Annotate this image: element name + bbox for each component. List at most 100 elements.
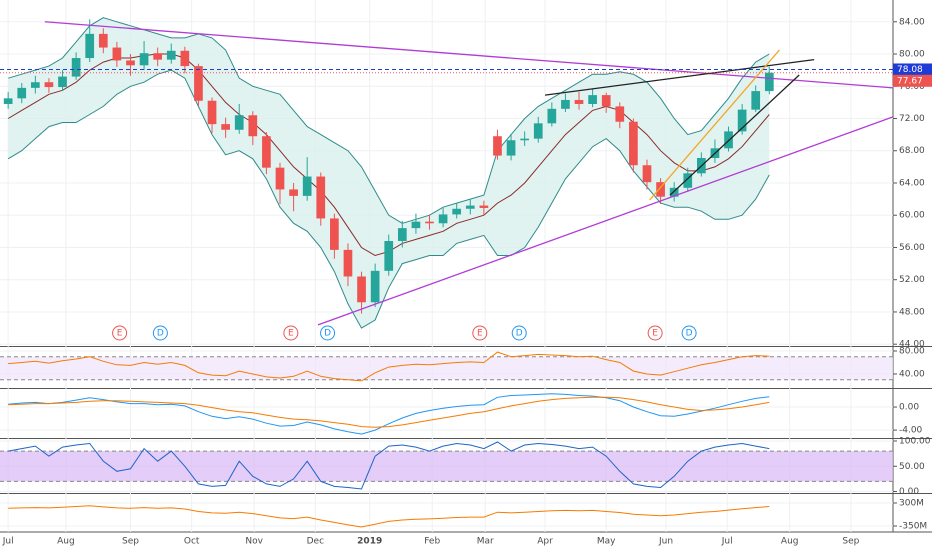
candle-body	[438, 214, 448, 224]
y-tick-label: 50.00	[899, 462, 925, 472]
event-marker	[112, 325, 128, 341]
candle-body	[656, 182, 665, 197]
candle-body	[262, 136, 271, 168]
candle-body	[139, 53, 149, 66]
x-tick-label: Feb	[424, 537, 440, 547]
x-tick-label: 2019	[357, 537, 382, 547]
y-tick-label: 60.00	[899, 211, 925, 221]
y-tick-label: -4.00	[899, 426, 923, 436]
trendline	[317, 116, 894, 326]
x-tick-label: Dec	[307, 537, 324, 547]
trendline	[544, 59, 815, 96]
candle-body	[71, 58, 81, 77]
candle-body	[289, 189, 298, 196]
candle-body	[330, 218, 339, 250]
y-tick-label: 40.00	[899, 369, 925, 379]
candle-body	[561, 99, 570, 109]
x-tick-label: Oct	[184, 537, 200, 547]
event-label: E	[652, 329, 658, 339]
candle-body	[547, 108, 557, 124]
candle-body	[669, 187, 679, 197]
x-tick-label: Sep	[122, 537, 139, 547]
candle-body	[58, 76, 67, 88]
y-tick-label: 0.00	[899, 403, 919, 413]
event-marker	[320, 325, 336, 341]
candle-body	[493, 136, 502, 156]
candle-body	[520, 138, 530, 141]
candle-body	[506, 140, 516, 156]
candle-body	[3, 98, 13, 104]
band-lower	[7, 69, 770, 329]
x-tick-label: Apr	[537, 537, 553, 547]
candle-body	[302, 176, 312, 196]
x-tick-label: Aug	[781, 537, 799, 547]
candle-body	[112, 47, 122, 61]
event-marker	[511, 325, 527, 341]
y-tick-label: 48.00	[899, 307, 925, 317]
candle-body	[683, 173, 693, 188]
candle-body	[17, 87, 27, 99]
candle-body	[221, 124, 230, 130]
y-tick-label: 0.00	[899, 487, 919, 497]
candle-body	[615, 106, 625, 122]
event-marker	[283, 325, 299, 341]
event-label: D	[324, 329, 331, 339]
trendline	[649, 49, 780, 201]
candle-body	[574, 99, 584, 104]
indicator-line	[8, 396, 770, 428]
candle-body	[153, 53, 163, 60]
candle-body	[425, 221, 434, 224]
candle-body	[533, 123, 543, 139]
y-tick-label: 300M	[899, 498, 924, 508]
candle-body	[98, 33, 108, 48]
y-tick-label: 68.00	[899, 146, 925, 156]
y-tick-label: 100.00	[899, 437, 931, 447]
candle-body	[126, 60, 135, 66]
candle-body	[751, 91, 761, 110]
event-label: E	[117, 329, 123, 339]
candle-body	[370, 270, 380, 303]
candle-body	[452, 208, 462, 215]
y-tick-label: 80.00	[899, 50, 925, 60]
candle-body	[629, 121, 638, 166]
price-label-bg	[893, 74, 932, 87]
event-marker	[472, 325, 488, 341]
band-fill	[0, 356, 893, 380]
candle-body	[397, 228, 407, 242]
band-upper	[8, 17, 770, 224]
candle-body	[601, 95, 611, 107]
event-label: D	[516, 329, 523, 339]
indicator-line	[8, 441, 770, 490]
candle-body	[234, 115, 244, 130]
event-marker	[647, 325, 663, 341]
trendline	[44, 21, 894, 89]
indicator-line	[8, 505, 770, 528]
x-tick-label: Aug	[57, 537, 75, 547]
indicator-line	[8, 351, 770, 382]
price-label: 77.67	[897, 76, 923, 86]
price-label-bg	[893, 63, 932, 76]
event-label: E	[477, 329, 483, 339]
candle-body	[411, 221, 421, 229]
event-label: E	[288, 329, 294, 339]
x-tick-label: Jul	[721, 537, 733, 547]
candle-body	[465, 205, 475, 209]
x-tick-label: Sep	[842, 537, 859, 547]
candle-body	[642, 165, 652, 183]
candle-body	[194, 66, 203, 101]
y-tick-label: 56.00	[899, 243, 925, 253]
y-tick-label: 52.00	[899, 275, 925, 285]
y-tick-label: 72.00	[899, 114, 925, 124]
indicator-line	[8, 393, 770, 435]
candle-body	[85, 33, 95, 59]
y-tick-label: -350M	[899, 521, 927, 531]
y-tick-label: 44.00	[899, 340, 925, 350]
y-tick-label: 64.00	[899, 178, 925, 188]
event-marker	[152, 325, 168, 341]
candle-body	[764, 72, 774, 92]
candle-body	[30, 82, 40, 88]
candle-body	[357, 276, 366, 303]
x-tick-label: Jun	[658, 537, 673, 547]
